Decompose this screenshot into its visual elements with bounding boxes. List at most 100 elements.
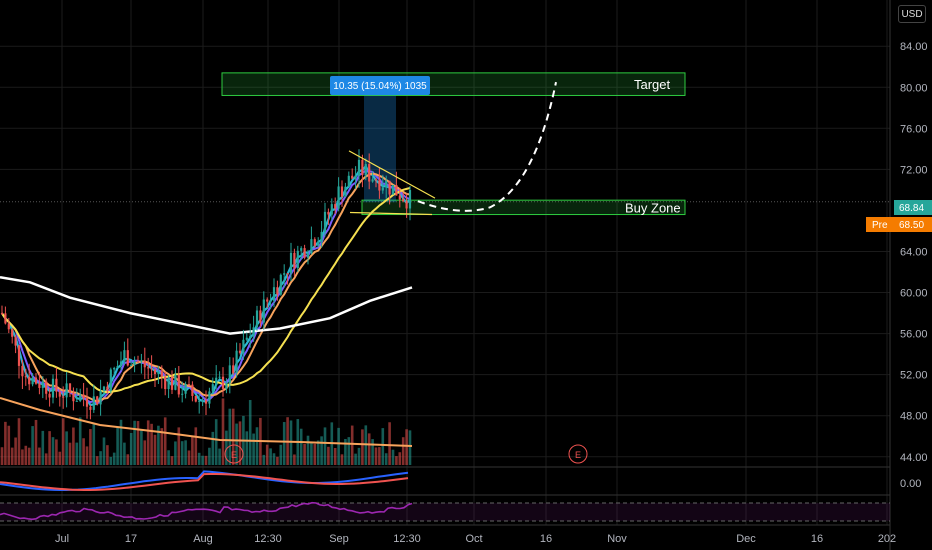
x-tick-label: 12:30 <box>393 533 421 545</box>
volume-bar <box>10 447 14 465</box>
volume-bar <box>27 447 31 465</box>
volume-bar <box>4 421 7 465</box>
candle-body <box>82 394 85 399</box>
volume-bar <box>95 456 99 465</box>
volume-bar <box>354 453 357 465</box>
candle-body <box>232 365 235 374</box>
earnings-marker[interactable] <box>224 444 244 464</box>
candle-body <box>391 185 395 195</box>
candle-body <box>354 175 357 179</box>
y-tick-label: 80.00 <box>900 82 928 94</box>
candle-body <box>65 383 68 398</box>
volume-bar <box>306 435 310 465</box>
volume-bar <box>112 452 116 465</box>
time-axis[interactable]: Jul 17 Aug 12:30 Sep 12:30 Oct 16 Nov Dec 16 202 <box>55 533 896 545</box>
candle-body <box>221 376 225 389</box>
candle-body <box>405 201 408 209</box>
candle-body <box>7 323 10 330</box>
volume-bar <box>146 420 150 465</box>
y-tick-label: 56.00 <box>900 329 928 341</box>
volume-bar <box>320 436 323 465</box>
candle-body <box>235 350 238 374</box>
target-zone[interactable] <box>221 72 686 96</box>
earnings-marker-text: E <box>575 450 581 460</box>
volume-bar <box>361 429 364 465</box>
candle-body <box>106 386 109 392</box>
candle-body <box>218 376 221 378</box>
candle-body <box>313 239 316 246</box>
candle-body <box>334 204 337 209</box>
candle-body <box>262 299 265 323</box>
candle-body <box>249 335 252 338</box>
long-moving-average <box>0 275 413 335</box>
volume-bar <box>109 456 113 465</box>
candle-body <box>330 204 333 215</box>
volume-bar <box>157 425 160 465</box>
x-tick-label: Jul <box>55 533 69 545</box>
volume-bar <box>204 455 208 465</box>
candle-body <box>31 377 34 385</box>
candle-body <box>276 287 279 295</box>
volume-bar <box>191 436 194 465</box>
volume-bar <box>24 445 28 465</box>
candle-body <box>170 377 174 390</box>
volume-bar <box>174 441 177 465</box>
last-price-box <box>894 200 932 215</box>
candle-body <box>21 365 24 377</box>
candle-body <box>58 391 61 397</box>
candle-body <box>245 337 248 340</box>
measure-badge-text: 10.35 (15.04%) 1035 <box>333 81 427 92</box>
volume-bar <box>245 431 249 465</box>
volume-bar <box>41 430 45 465</box>
currency-button[interactable]: USD <box>898 5 926 23</box>
candle-body <box>310 239 313 254</box>
candle-body <box>266 299 269 302</box>
y-tick-label: 84.00 <box>900 41 928 53</box>
volume-bar <box>123 442 126 465</box>
premarket-price-box <box>894 217 932 232</box>
volume-bar <box>248 400 252 465</box>
x-tick-label: Dec <box>736 533 756 545</box>
y-tick-label: 44.00 <box>900 452 928 464</box>
volume-average-line <box>0 397 413 447</box>
premarket-price-text: 68.50 <box>899 220 924 231</box>
candle-body <box>378 180 381 191</box>
volume-bar <box>323 427 327 465</box>
volume-bar <box>177 427 181 465</box>
candle-body <box>252 327 255 336</box>
volume-bar <box>282 422 286 465</box>
volume-bar <box>252 433 255 465</box>
volume-bar <box>340 454 344 465</box>
candle-body <box>344 186 347 197</box>
volume-bar <box>228 408 232 465</box>
candles <box>0 149 412 420</box>
candle-body <box>283 273 286 275</box>
volume-bar <box>0 447 4 465</box>
candle-body <box>371 179 374 182</box>
volume-bar <box>238 421 242 465</box>
volume-bar <box>48 431 51 465</box>
candle-body <box>211 384 214 392</box>
volume-bar <box>65 431 68 465</box>
candle-body <box>388 180 391 195</box>
volume-bar <box>143 440 147 465</box>
volume-bar <box>163 417 167 465</box>
volume-bar <box>333 448 337 465</box>
candle-body <box>62 396 65 398</box>
volume-bar <box>75 442 79 465</box>
candle-body <box>395 185 398 196</box>
volume-bar <box>357 447 361 465</box>
volume-bar <box>180 441 184 465</box>
x-tick-label: 202 <box>878 533 896 545</box>
candle-body <box>4 313 7 324</box>
candle-body <box>181 393 184 395</box>
volume-bar <box>140 429 143 465</box>
buy-zone[interactable] <box>361 199 686 216</box>
y-tick-label: 76.00 <box>900 123 928 135</box>
earnings-marker[interactable] <box>568 444 588 464</box>
price-axis[interactable]: 84.00 80.00 76.00 72.00 64.00 60.00 56.00 52.00… <box>900 41 928 464</box>
volume-bar <box>82 438 85 465</box>
volume-bar <box>381 428 385 465</box>
candle-body <box>113 367 116 370</box>
